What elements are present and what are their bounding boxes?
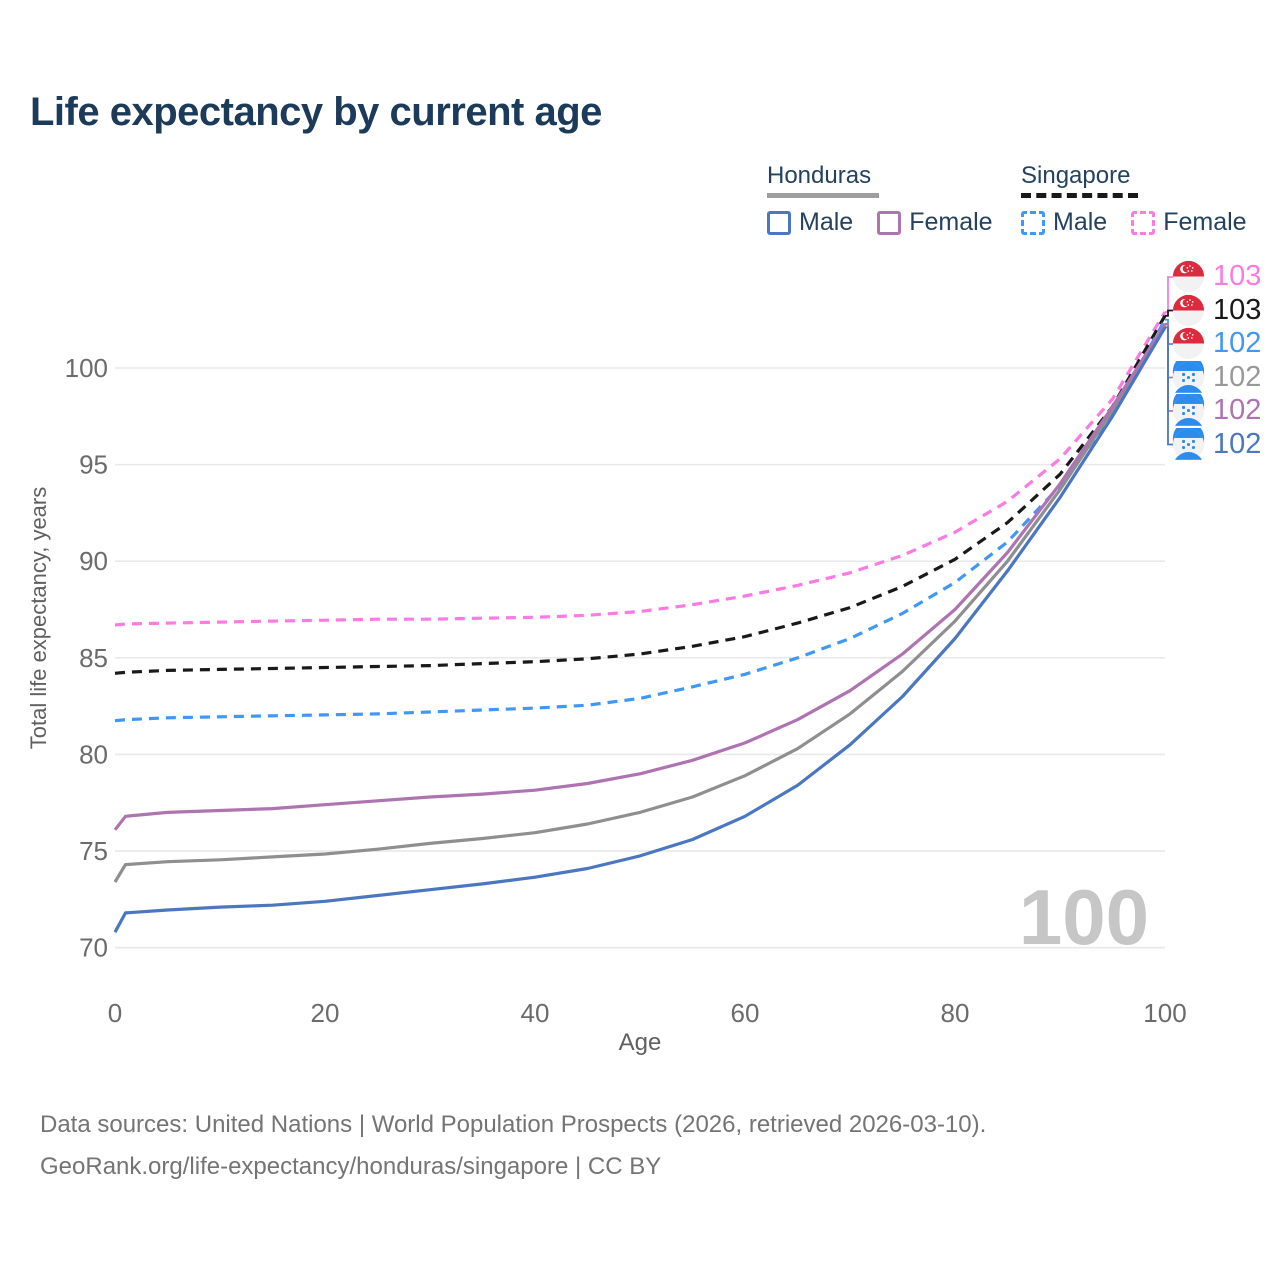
y-tick-label: 85 bbox=[79, 643, 108, 673]
x-tick-label: 80 bbox=[941, 998, 970, 1028]
series-line-singapore-total bbox=[114, 314, 1167, 675]
x-tick-label: 20 bbox=[311, 998, 340, 1028]
axis-tick-labels: 70 75 80 85 90 95 100 0 20 40 60 80 100 bbox=[65, 353, 1187, 1028]
legend-item-label: Male bbox=[799, 208, 854, 236]
end-label-row: 102 bbox=[1172, 327, 1261, 361]
end-label-row: 102 bbox=[1172, 427, 1262, 462]
legend-group-singapore: Singapore Male Female bbox=[1021, 162, 1247, 237]
y-tick-label: 80 bbox=[79, 739, 108, 769]
legend-item-singapore-male[interactable]: Male bbox=[1021, 208, 1107, 237]
label-connector bbox=[1165, 326, 1174, 446]
end-label-value: 102 bbox=[1213, 327, 1262, 360]
end-label-row: 102 bbox=[1172, 394, 1261, 428]
x-tick-label: 0 bbox=[108, 998, 122, 1028]
x-axis-title: Age bbox=[619, 1029, 662, 1056]
legend-item-label: Female bbox=[1163, 208, 1247, 236]
legend-checkbox-icon[interactable] bbox=[1021, 210, 1045, 235]
y-tick-label: 90 bbox=[79, 546, 108, 576]
x-tick-label: 100 bbox=[1143, 998, 1186, 1028]
y-tick-label: 95 bbox=[79, 450, 108, 480]
y-axis-title: Total life expectancy, years bbox=[26, 487, 51, 750]
page-title: Life expectancy by current age bbox=[30, 90, 602, 134]
label-connector bbox=[1165, 309, 1174, 317]
series-line-honduras-female bbox=[113, 323, 1167, 831]
x-tick-label: 60 bbox=[731, 998, 760, 1028]
gridlines bbox=[115, 367, 1165, 949]
legend-linestyle-sample bbox=[1021, 193, 1138, 198]
label-connectors bbox=[1165, 276, 1174, 446]
legend-items: Male Female bbox=[1021, 208, 1247, 237]
legend-linestyle-sample bbox=[767, 193, 879, 198]
legend-item-label: Male bbox=[1053, 208, 1108, 236]
legend-item-singapore-female[interactable]: Female bbox=[1131, 208, 1247, 237]
y-tick-label: 100 bbox=[65, 353, 108, 383]
footer-link: GeoRank.org/life-expectancy/honduras/sin… bbox=[40, 1153, 662, 1180]
y-tick-label: 70 bbox=[79, 933, 108, 963]
legend-item-label: Female bbox=[909, 208, 993, 236]
honduras-flag-icon bbox=[1172, 360, 1205, 393]
legend-items: Male Female bbox=[767, 208, 993, 237]
legend-item-honduras-female[interactable]: Female bbox=[877, 208, 993, 237]
end-label-row: 103 bbox=[1172, 260, 1261, 294]
label-connector bbox=[1165, 276, 1174, 313]
singapore-flag-icon bbox=[1172, 328, 1205, 360]
legend-country-label: Singapore bbox=[1021, 162, 1131, 189]
series-line-honduras-total bbox=[113, 322, 1167, 883]
legend-checkbox-icon[interactable] bbox=[767, 210, 791, 235]
legend-item-honduras-male[interactable]: Male bbox=[767, 208, 853, 237]
age-watermark: 100 bbox=[1019, 873, 1149, 961]
end-label-row: 103 bbox=[1172, 294, 1261, 328]
legend-checkbox-icon[interactable] bbox=[1131, 210, 1156, 235]
legend-group-honduras: Honduras Male Female bbox=[767, 162, 993, 237]
series-lines bbox=[113, 311, 1167, 933]
end-label-value: 102 bbox=[1213, 427, 1262, 460]
series-line-singapore-female bbox=[114, 311, 1167, 627]
singapore-flag-icon bbox=[1172, 294, 1205, 326]
footer-sources: Data sources: United Nations | World Pop… bbox=[40, 1111, 987, 1138]
end-label-value: 102 bbox=[1213, 360, 1262, 393]
honduras-flag-icon bbox=[1172, 427, 1205, 460]
legend-checkbox-icon[interactable] bbox=[877, 210, 902, 235]
x-tick-label: 40 bbox=[521, 998, 550, 1028]
end-label-row: 102 bbox=[1172, 360, 1262, 395]
legend-country-label: Honduras bbox=[767, 162, 872, 189]
end-label-value: 103 bbox=[1213, 293, 1262, 326]
honduras-flag-icon bbox=[1172, 394, 1205, 427]
y-tick-label: 75 bbox=[79, 836, 108, 866]
series-line-honduras-male bbox=[113, 326, 1167, 933]
end-label-value: 102 bbox=[1213, 394, 1262, 427]
footer: Data sources: United Nations | World Pop… bbox=[40, 1104, 986, 1188]
end-value-labels: 103 103 102 bbox=[1172, 260, 1261, 461]
end-label-value: 103 bbox=[1213, 260, 1262, 293]
series-line-singapore-male bbox=[114, 318, 1167, 723]
singapore-flag-icon bbox=[1172, 261, 1205, 293]
